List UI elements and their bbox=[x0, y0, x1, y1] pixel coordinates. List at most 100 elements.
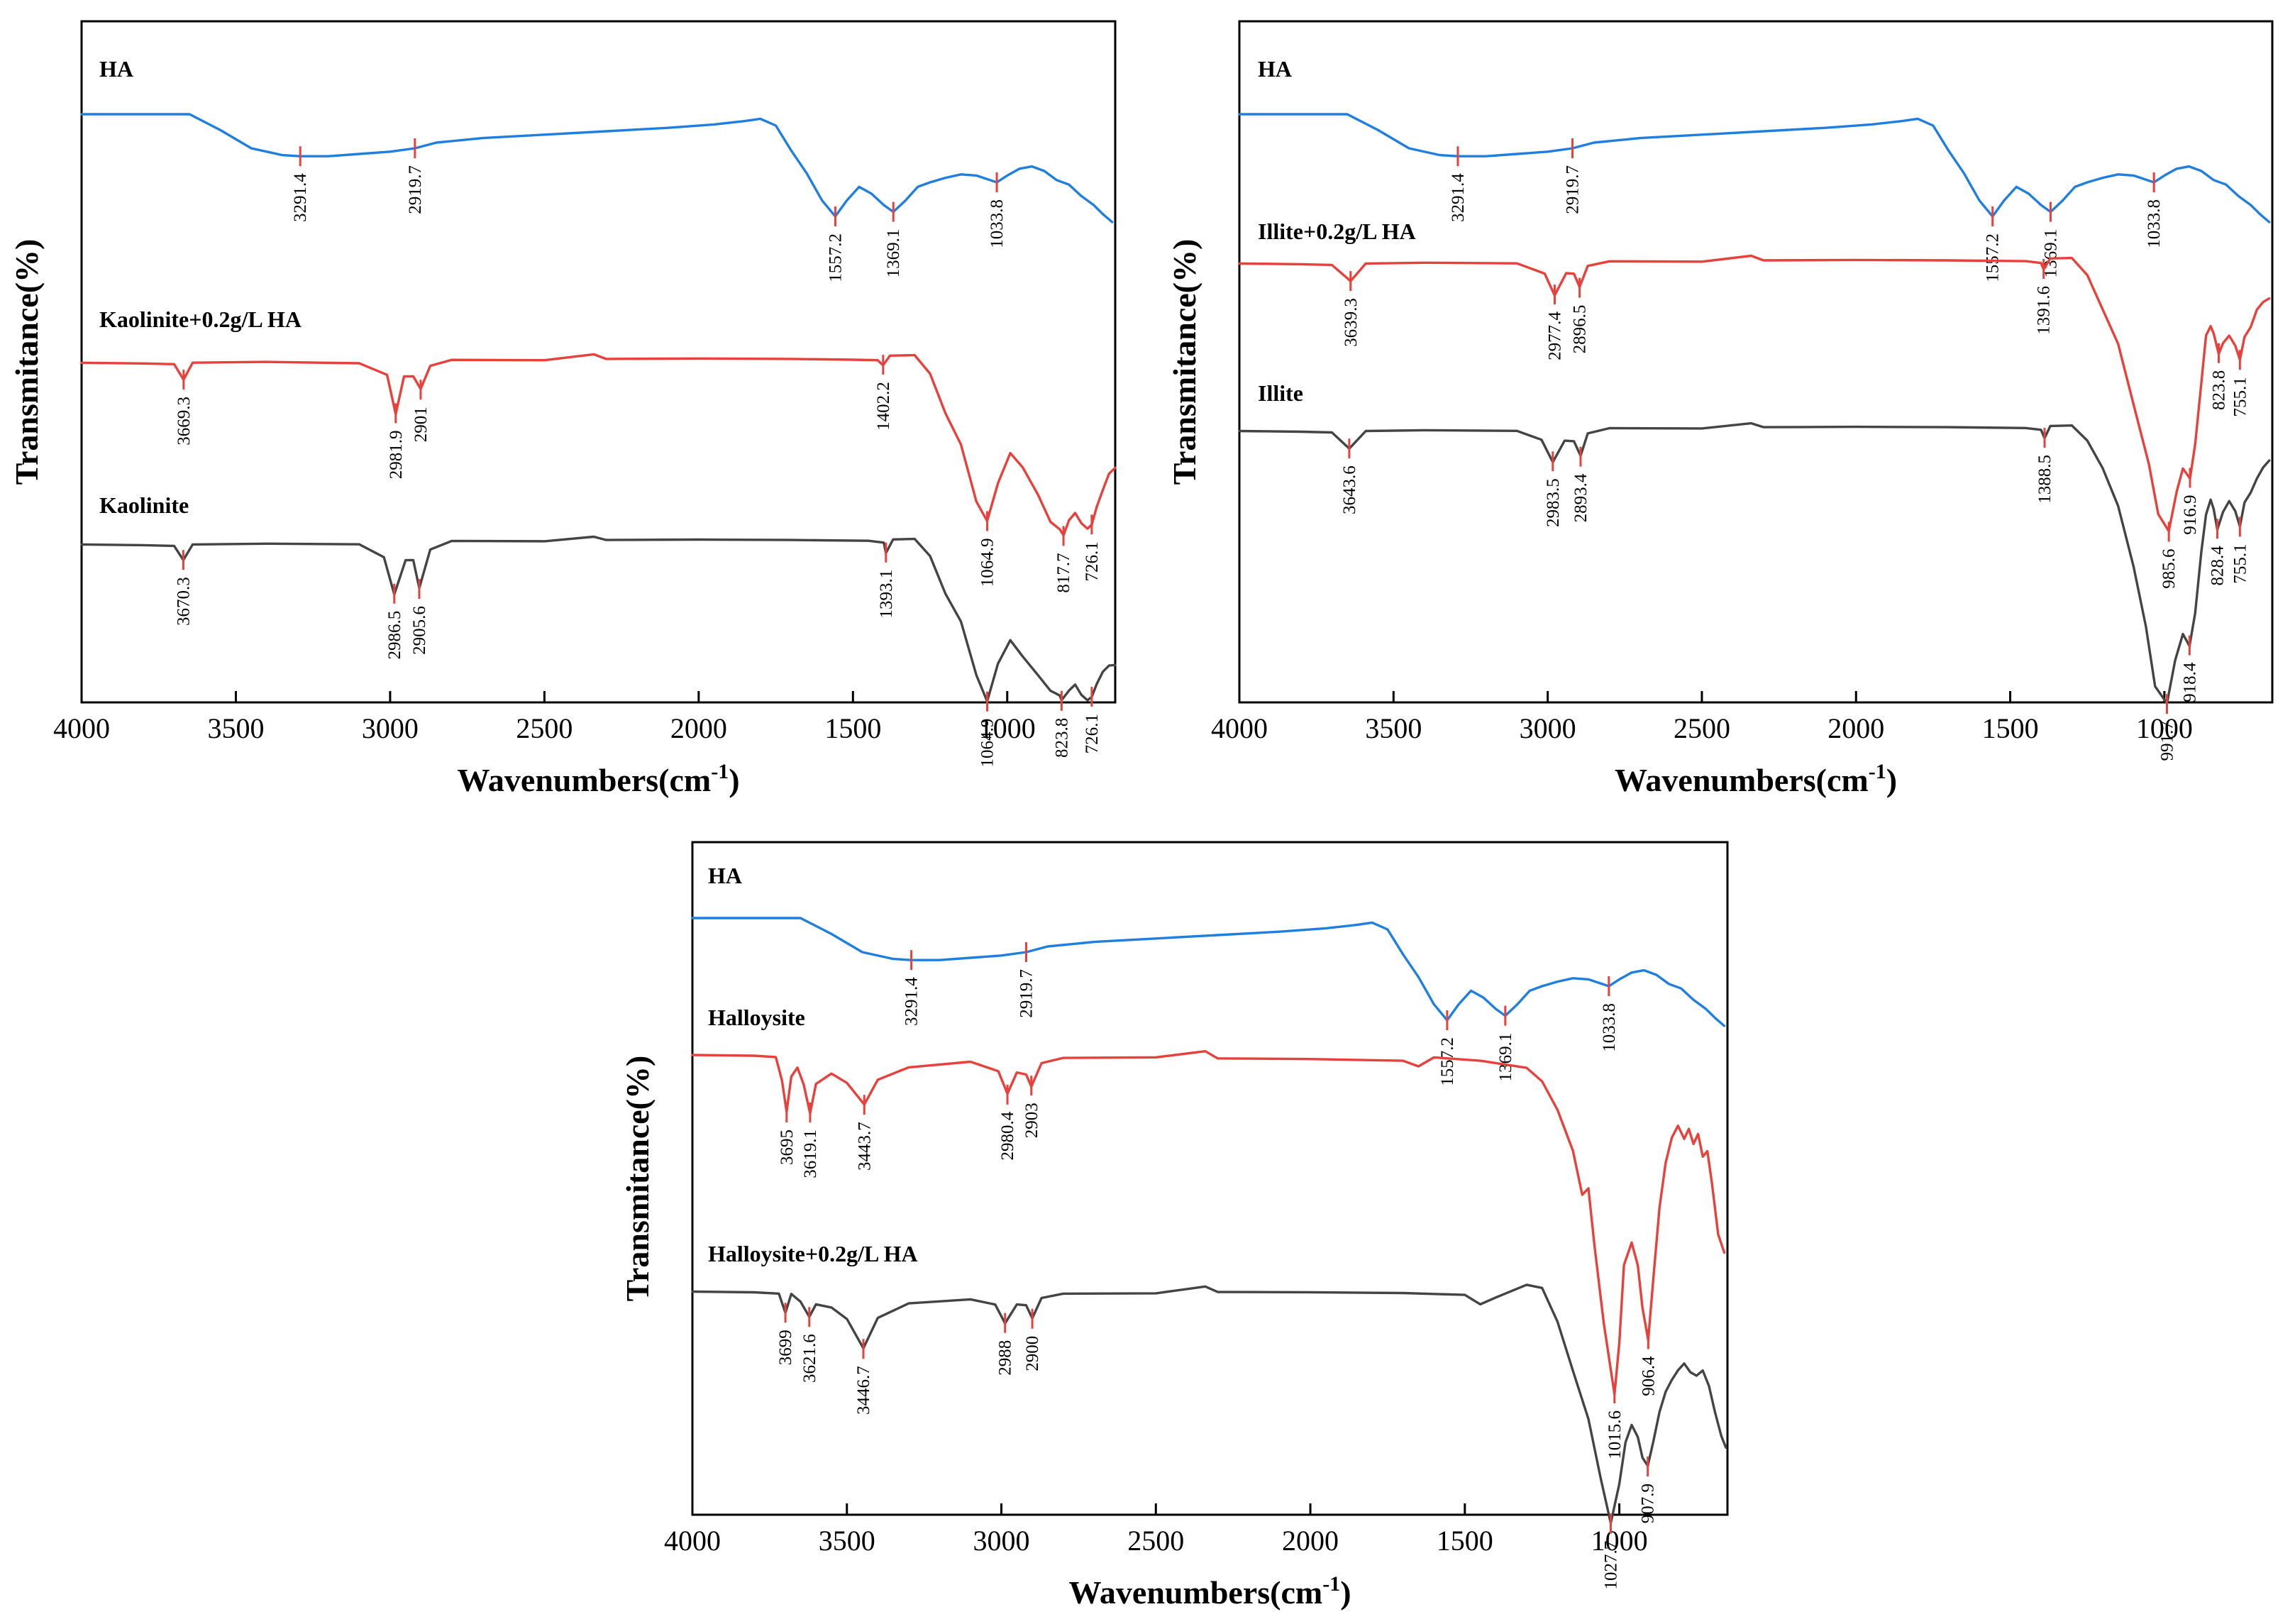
peak-label: 3699 bbox=[776, 1330, 795, 1365]
spectrum-line bbox=[80, 113, 1114, 223]
x-tick-label: 2500 bbox=[1127, 1525, 1184, 1557]
peak-label: 2893.4 bbox=[1571, 473, 1591, 522]
series-label: Illite bbox=[1258, 380, 1303, 406]
peak-label: 1369.1 bbox=[1496, 1033, 1515, 1082]
peak-label: 3443.7 bbox=[855, 1122, 874, 1171]
spectrum-line bbox=[1238, 113, 2271, 223]
peak-label: 1557.2 bbox=[1438, 1037, 1457, 1086]
x-axis-label: Wavenumbers(cm-1) bbox=[457, 760, 739, 798]
peak-label: 726.1 bbox=[1083, 541, 1102, 581]
peak-label: 1033.8 bbox=[988, 199, 1007, 248]
spectrum-line bbox=[80, 353, 1117, 537]
peak-label: 726.1 bbox=[1083, 714, 1102, 753]
series-kaolinite-0-2g-l-ha: Kaolinite+0.2g/L HA 3669.3 2981.9 2901 1402.… bbox=[80, 306, 1117, 593]
peak-label: 1033.8 bbox=[1600, 1003, 1619, 1052]
peak-label: 3291.4 bbox=[1449, 173, 1468, 222]
peak-label: 2900 bbox=[1023, 1336, 1042, 1371]
series-label: Halloysite bbox=[708, 1005, 805, 1030]
x-tick-label: 4000 bbox=[664, 1525, 721, 1557]
series-label: HA bbox=[99, 56, 133, 82]
x-tick-label: 3000 bbox=[1520, 712, 1576, 744]
spectrum-line bbox=[1238, 421, 2271, 705]
series-label: HA bbox=[1258, 56, 1292, 82]
series-label: Kaolinite bbox=[99, 492, 189, 518]
spectrum-line bbox=[80, 535, 1117, 703]
panel-halloysite: 4000 3500 3000 2500 2000 1500 1000 Wavenumbers(… bbox=[619, 841, 1729, 1611]
peak-label: 1393.1 bbox=[877, 570, 896, 619]
series-halloysite: Halloysite 3695 3619.1 3443.7 2980.4 2903 1015… bbox=[691, 1005, 1726, 1459]
peak-label: 3643.6 bbox=[1340, 465, 1359, 514]
x-tick-label: 4000 bbox=[53, 712, 110, 744]
peak-label: 823.8 bbox=[2209, 370, 2228, 410]
peak-label: 2905.6 bbox=[410, 606, 429, 655]
y-axis-label: Transmitance(%) bbox=[619, 1056, 656, 1302]
peak-label: 2919.7 bbox=[1564, 165, 1583, 214]
peak-label: 1557.2 bbox=[1984, 233, 2003, 282]
x-tick-label: 1000 bbox=[2136, 712, 2193, 744]
series-label: HA bbox=[708, 863, 742, 888]
series-label: Kaolinite+0.2g/L HA bbox=[99, 306, 302, 332]
plot-frame bbox=[1238, 20, 2274, 704]
series-ha: HA 3291.4 2919.7 1557.2 1369.1 1033.8 bbox=[691, 863, 1726, 1086]
peak-label: 907.9 bbox=[1639, 1484, 1658, 1523]
peak-label: 3291.4 bbox=[291, 173, 310, 222]
peak-label: 1064.9 bbox=[978, 719, 997, 768]
x-tick-label: 1500 bbox=[1437, 1525, 1493, 1557]
x-tick-label: 3500 bbox=[207, 712, 264, 744]
x-axis-label: Wavenumbers(cm-1) bbox=[1615, 760, 1897, 798]
peak-label: 1557.2 bbox=[826, 233, 845, 282]
peak-label: 2983.5 bbox=[1544, 478, 1563, 527]
x-tick-label: 1000 bbox=[1591, 1525, 1648, 1557]
peak-label: 1388.5 bbox=[2035, 455, 2055, 504]
peak-label: 906.4 bbox=[1639, 1356, 1658, 1396]
peak-label: 1015.6 bbox=[1605, 1410, 1625, 1459]
x-tick-label: 3500 bbox=[1365, 712, 1422, 744]
peak-label: 3670.3 bbox=[174, 577, 193, 626]
x-tick-label: 3500 bbox=[819, 1525, 875, 1557]
peak-label: 3621.6 bbox=[800, 1334, 819, 1383]
peak-label: 2988 bbox=[996, 1340, 1015, 1376]
peak-label: 918.4 bbox=[2180, 662, 2199, 702]
peak-label: 991.7 bbox=[2157, 721, 2177, 761]
peak-label: 3619.1 bbox=[801, 1129, 820, 1178]
peak-label: 2981.9 bbox=[387, 431, 406, 480]
x-tick-label: 1000 bbox=[979, 712, 1036, 744]
peak-label: 2986.5 bbox=[385, 611, 404, 660]
spectrum-line bbox=[691, 917, 1726, 1027]
peak-label: 1369.1 bbox=[884, 229, 903, 278]
peak-label: 3639.3 bbox=[1342, 298, 1361, 347]
x-tick-label: 1500 bbox=[824, 712, 881, 744]
peak-label: 3446.7 bbox=[854, 1366, 873, 1415]
series-halloysite-0-2g-l-ha: Halloysite+0.2g/L HA 3699 3621.6 3446.7 2988… bbox=[691, 1241, 1727, 1590]
panel-illite: 4000 3500 3000 2500 2000 1500 1000 Wavenumbers(… bbox=[1166, 20, 2274, 798]
series-illite-0-2g-l-ha: Illite+0.2g/L HA 3639.3 2977.4 2896.5 1391.6… bbox=[1238, 219, 2271, 589]
series-ha: HA 3291.4 2919.7 1557.2 1369.1 1033.8 bbox=[80, 56, 1114, 282]
y-axis-label: Transmitance(%) bbox=[9, 239, 45, 485]
series-label: Halloysite+0.2g/L HA bbox=[708, 1241, 918, 1266]
peak-label: 817.7 bbox=[1054, 553, 1073, 592]
peak-label: 2903 bbox=[1022, 1103, 1041, 1138]
plot-frame bbox=[691, 841, 1729, 1516]
peak-label: 1027.7 bbox=[1602, 1541, 1621, 1590]
x-tick-label: 1500 bbox=[1982, 712, 2039, 744]
peak-label: 755.1 bbox=[2230, 543, 2250, 583]
x-tick-label: 3000 bbox=[973, 1525, 1030, 1557]
peak-label: 1033.8 bbox=[2145, 199, 2164, 248]
x-tick-label: 3000 bbox=[362, 712, 419, 744]
peak-label: 828.4 bbox=[2208, 546, 2227, 586]
peak-label: 823.8 bbox=[1052, 718, 1071, 758]
series-label: Illite+0.2g/L HA bbox=[1258, 219, 1416, 244]
x-tick-label: 2000 bbox=[1827, 712, 1884, 744]
x-tick-label: 4000 bbox=[1211, 712, 1268, 744]
peak-label: 1064.9 bbox=[978, 538, 997, 587]
peak-label: 2919.7 bbox=[1017, 969, 1036, 1018]
peak-label: 3695 bbox=[778, 1129, 797, 1165]
peak-label: 2977.4 bbox=[1545, 311, 1564, 360]
peak-label: 3669.3 bbox=[175, 397, 194, 446]
spectrum-line bbox=[691, 1283, 1727, 1525]
peak-label: 985.6 bbox=[2159, 549, 2179, 589]
x-axis-label: Wavenumbers(cm-1) bbox=[1068, 1572, 1351, 1611]
x-tick-label: 2500 bbox=[516, 712, 573, 744]
peak-label: 1402.2 bbox=[874, 382, 893, 431]
